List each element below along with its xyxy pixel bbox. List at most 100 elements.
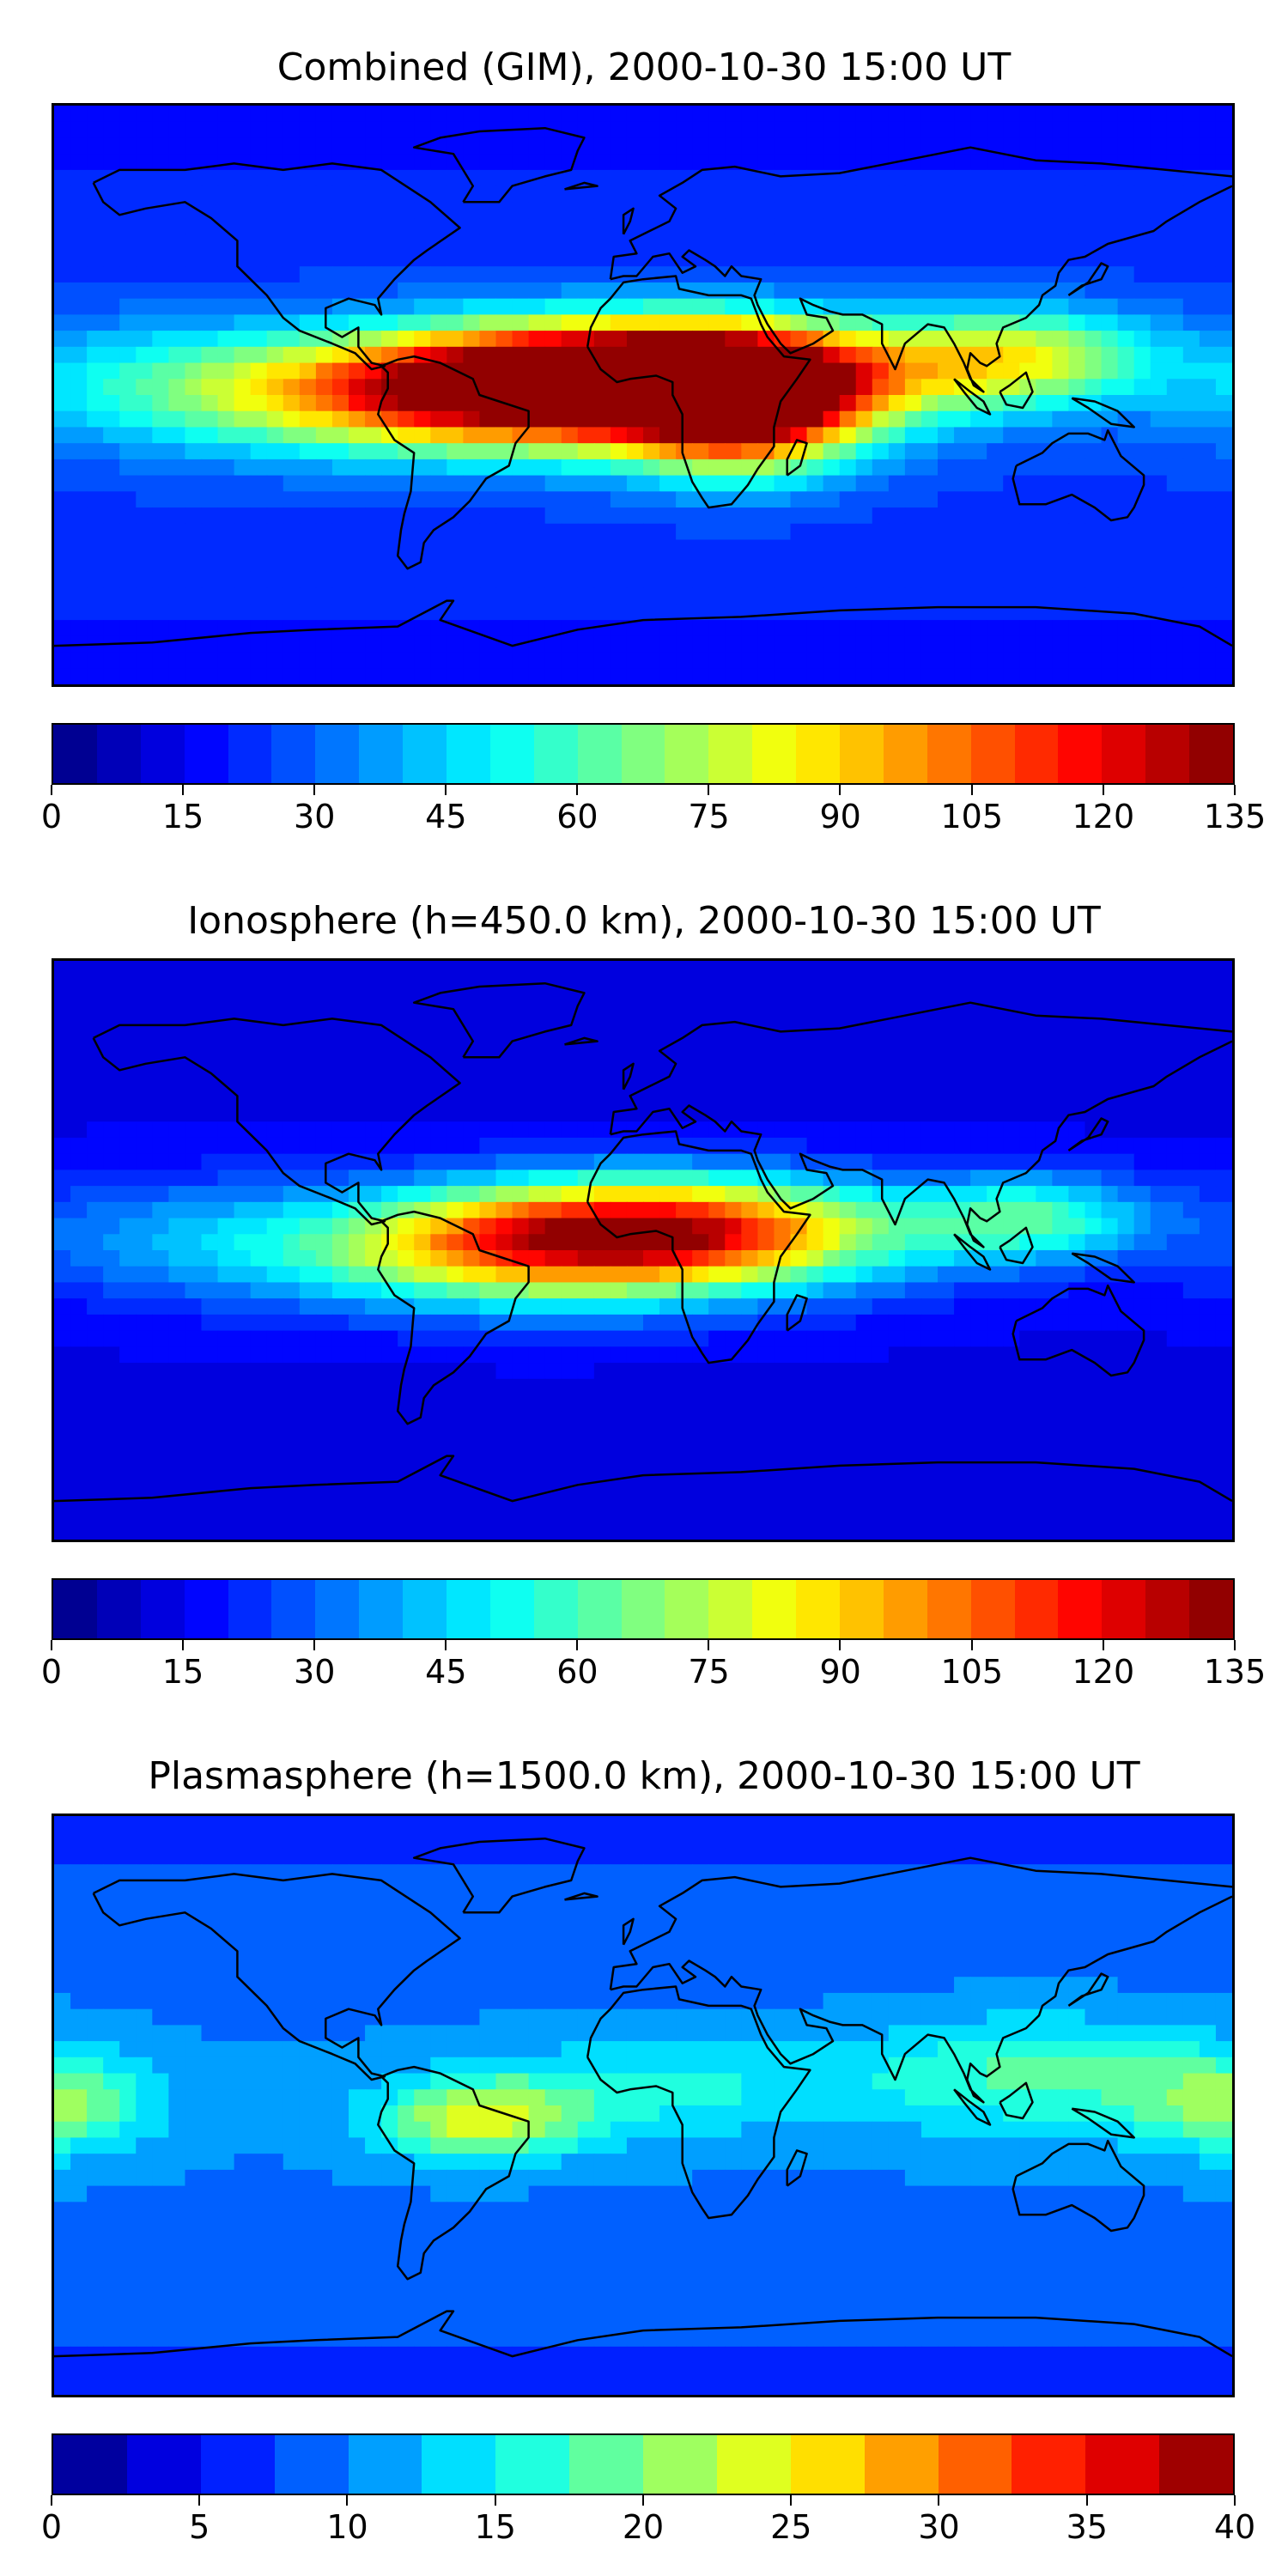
heatmap-cell [1166, 137, 1184, 155]
heatmap-cell [168, 571, 186, 589]
heatmap-cell [185, 507, 203, 525]
heatmap-cell [1215, 1378, 1232, 1396]
heatmap-cell [904, 362, 922, 380]
heatmap-cell [365, 395, 382, 412]
heatmap-cell [1117, 1073, 1135, 1091]
heatmap-cell [315, 1089, 333, 1107]
heatmap-cell [414, 587, 431, 605]
coastline [609, 146, 1232, 280]
heatmap-cell [512, 1089, 530, 1107]
heatmap-cell [299, 1153, 317, 1170]
heatmap-cell [54, 1266, 71, 1284]
heatmap-cell [1215, 218, 1232, 235]
heatmap-cell [463, 346, 481, 364]
heatmap-cell [659, 218, 677, 235]
heatmap-cell [1117, 266, 1135, 283]
heatmap-cell [299, 1411, 317, 1428]
heatmap-cell [659, 266, 677, 283]
heatmap-cell [1182, 1394, 1200, 1412]
heatmap-cell [790, 668, 808, 684]
heatmap-cell [119, 1330, 137, 1347]
heatmap-cell [610, 346, 628, 364]
heatmap-cell [185, 1105, 203, 1122]
heatmap-cell [315, 961, 333, 978]
heatmap-cell [1133, 1153, 1151, 1170]
heatmap-cell [103, 169, 120, 187]
heatmap-cell [1003, 137, 1020, 155]
heatmap-cell [920, 282, 939, 300]
heatmap-cell [544, 1346, 562, 1364]
heatmap-cell [447, 106, 464, 123]
heatmap-cell [315, 668, 333, 684]
heatmap-cell [987, 620, 1004, 637]
heatmap-cell [626, 1394, 644, 1412]
heatmap-cell [136, 652, 153, 669]
heatmap-cell [823, 154, 841, 171]
heatmap-cell [495, 604, 513, 621]
heatmap-cell [136, 169, 153, 187]
heatmap-cell [676, 106, 693, 123]
heatmap-cell [920, 587, 939, 605]
heatmap-cell [708, 1250, 726, 1267]
heatmap-cell [1036, 346, 1053, 364]
heatmap-cell [987, 491, 1004, 508]
heatmap-cell [970, 106, 987, 123]
heatmap-cell [790, 1330, 808, 1347]
heatmap-cell [823, 1009, 841, 1026]
heatmap-cell [512, 1363, 530, 1380]
heatmap-cell [1003, 571, 1020, 589]
heatmap-cell [1036, 1426, 1053, 1444]
heatmap-cell [430, 154, 447, 171]
heatmap-cell [1019, 1443, 1036, 1460]
heatmap-cell [479, 1475, 497, 1492]
heatmap-cell [1182, 379, 1200, 396]
heatmap-cell [185, 314, 203, 331]
heatmap-cell [1003, 1346, 1020, 1364]
heatmap-cell [381, 1266, 398, 1284]
heatmap-cell [839, 362, 857, 380]
heatmap-cell [479, 556, 497, 573]
heatmap-cell [839, 507, 857, 525]
heatmap-cell [103, 571, 120, 589]
heatmap-cell [349, 266, 366, 283]
heatmap-cell [1199, 635, 1217, 653]
heatmap-cell [577, 1009, 595, 1026]
heatmap-cell [741, 961, 758, 978]
heatmap-cell [855, 154, 873, 171]
heatmap-cell [283, 1121, 301, 1139]
heatmap-cell [1036, 556, 1053, 573]
heatmap-cell [1182, 1298, 1200, 1315]
heatmap-cell [626, 1411, 644, 1428]
heatmap-cell [920, 556, 939, 573]
heatmap-cell [365, 475, 382, 492]
heatmap-cell [1036, 571, 1053, 589]
heatmap-cell [414, 298, 431, 315]
heatmap-cell [954, 1250, 971, 1267]
heatmap-cell [495, 362, 513, 380]
heatmap-cell [528, 379, 546, 396]
heatmap-cell [365, 1105, 382, 1122]
heatmap-cell [823, 604, 841, 621]
heatmap-cell [381, 475, 398, 492]
heatmap-cell [1101, 362, 1119, 380]
heatmap-cell [512, 106, 530, 123]
heatmap-cell [577, 266, 595, 283]
heatmap-cell [1199, 1459, 1217, 1476]
heatmap-cell [1166, 620, 1184, 637]
heatmap-cell [152, 154, 169, 171]
heatmap-cell [119, 154, 137, 171]
heatmap-cell [1019, 993, 1036, 1010]
heatmap-cell [234, 571, 252, 589]
heatmap-cell [217, 604, 235, 621]
heatmap-cell [365, 1363, 382, 1380]
heatmap-cell [201, 1137, 219, 1155]
heatmap-cell [283, 266, 301, 283]
heatmap-cell [119, 1266, 137, 1284]
heatmap-cell [266, 1266, 284, 1284]
heatmap-cell [626, 185, 644, 203]
heatmap-cell [70, 282, 88, 300]
heatmap-cell [365, 1234, 382, 1251]
heatmap-cell [414, 154, 431, 171]
heatmap-cell [250, 266, 268, 283]
heatmap-cell [463, 523, 481, 541]
